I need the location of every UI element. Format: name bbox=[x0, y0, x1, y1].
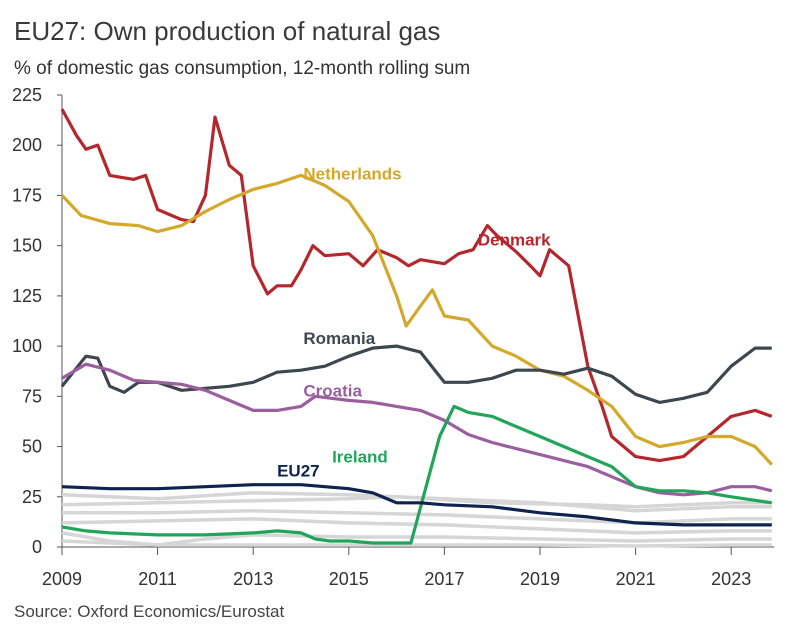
y-tick-label: 150 bbox=[12, 236, 42, 256]
x-tick-label: 2011 bbox=[138, 569, 177, 589]
series-label-ireland: Ireland bbox=[332, 448, 388, 467]
y-tick-label: 50 bbox=[22, 437, 42, 457]
x-tick-label: 2013 bbox=[233, 569, 273, 589]
y-tick-label: 200 bbox=[12, 135, 42, 155]
x-tick-label: 2021 bbox=[616, 569, 656, 589]
background-series-line bbox=[62, 509, 772, 525]
series-line-romania bbox=[60, 344, 772, 404]
source-note: Source: Oxford Economics/Eurostat bbox=[14, 602, 285, 621]
y-tick-label: 225 bbox=[12, 85, 42, 105]
background-series-line bbox=[61, 539, 772, 548]
chart-subtitle: % of domestic gas consumption, 12-month … bbox=[14, 58, 471, 79]
y-tick-label: 125 bbox=[12, 286, 42, 306]
background-series-line bbox=[61, 517, 772, 535]
series-line-ireland bbox=[61, 404, 773, 545]
series-label-netherlands: Netherlands bbox=[303, 164, 401, 183]
y-tick-label: 25 bbox=[22, 487, 42, 507]
x-tick-label: 2009 bbox=[42, 569, 82, 589]
series-line-croatia bbox=[61, 362, 773, 497]
series-line-eu27 bbox=[61, 483, 772, 527]
y-tick-label: 0 bbox=[32, 537, 42, 557]
series-label-romania: Romania bbox=[303, 329, 375, 348]
series-label-eu27: EU27 bbox=[277, 462, 320, 481]
y-tick-label: 75 bbox=[22, 386, 42, 406]
x-tick-label: 2015 bbox=[329, 569, 369, 589]
series-label-croatia: Croatia bbox=[303, 381, 362, 400]
x-tick-label: 2019 bbox=[520, 569, 560, 589]
y-tick-label: 175 bbox=[12, 185, 42, 205]
background-series-line bbox=[61, 495, 772, 509]
series-line-netherlands bbox=[60, 173, 773, 466]
x-tick-label: 2017 bbox=[424, 569, 464, 589]
series-label-denmark: Denmark bbox=[478, 231, 551, 250]
x-tick-label: 2023 bbox=[711, 569, 751, 589]
chart-title: EU27: Own production of natural gas bbox=[14, 16, 441, 46]
y-tick-label: 100 bbox=[12, 336, 42, 356]
series-line-denmark bbox=[60, 108, 773, 463]
